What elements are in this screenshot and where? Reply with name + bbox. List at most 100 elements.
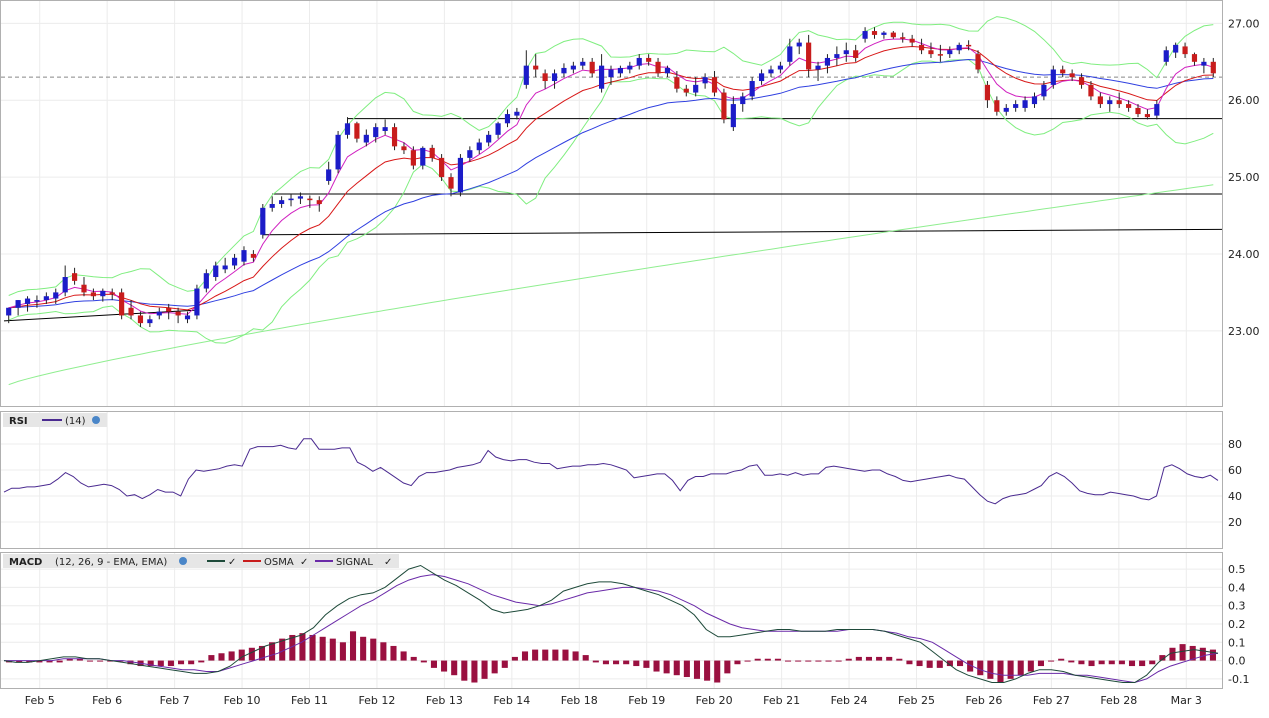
candle	[43, 292, 49, 304]
candle-body	[561, 67, 567, 74]
candle-body	[740, 96, 746, 105]
candle-body	[768, 69, 774, 74]
candle-body	[15, 300, 21, 308]
osma-bar	[825, 660, 832, 662]
osma-bar	[289, 634, 296, 661]
osma-bar	[906, 660, 913, 665]
osma-bar	[471, 660, 478, 683]
candle	[947, 46, 953, 58]
candle-body	[495, 123, 501, 135]
osma-bar	[420, 660, 427, 663]
osma-bar	[208, 655, 215, 661]
osma-bar	[805, 660, 812, 662]
osma-bar	[218, 653, 225, 661]
osma-bar	[967, 660, 974, 672]
osma-check-icon[interactable]: ✓	[300, 557, 308, 568]
osma-bar	[916, 660, 923, 667]
candle-body	[975, 54, 981, 70]
osma-bar	[785, 660, 792, 662]
candle-body	[834, 54, 840, 58]
price-candles	[6, 27, 1216, 327]
candle-body	[6, 307, 12, 316]
osma-bar	[198, 660, 205, 663]
osma-bar	[633, 660, 640, 667]
osma-bar	[390, 645, 397, 661]
macd-y-tick: 0.2	[1228, 618, 1246, 631]
osma-bar	[1037, 660, 1044, 667]
candle	[250, 250, 256, 262]
candle-body	[523, 65, 529, 85]
candle	[909, 34, 915, 47]
candle	[279, 196, 285, 208]
x-tick-label: Feb 21	[763, 694, 800, 707]
price-y-tick: 24.00	[1228, 248, 1260, 261]
candle	[34, 295, 40, 308]
candle	[580, 57, 586, 70]
candle	[589, 57, 595, 78]
candle-body	[119, 292, 125, 316]
rsi-settings-icon[interactable]	[92, 416, 100, 424]
candle	[382, 119, 388, 135]
osma-bar	[714, 660, 721, 683]
candle-body	[401, 146, 407, 151]
osma-bar	[592, 660, 599, 663]
candle	[184, 311, 191, 324]
osma-bar	[1179, 644, 1186, 661]
macd-settings-icon[interactable]	[179, 557, 187, 565]
candle	[806, 34, 812, 78]
candle-body	[222, 265, 228, 270]
candle-body	[1031, 96, 1038, 105]
price-y-tick: 25.00	[1228, 171, 1260, 184]
candle	[561, 63, 567, 78]
candle-body	[1163, 50, 1169, 62]
rsi-legend[interactable]: RSI (14)	[3, 413, 107, 427]
candle-body	[354, 123, 360, 139]
osma-bar	[1017, 660, 1024, 676]
candle	[1182, 42, 1188, 58]
candle	[147, 315, 153, 327]
candle-body	[288, 198, 294, 201]
candle	[81, 277, 87, 297]
candle-body	[1116, 100, 1122, 105]
osma-bar	[1159, 655, 1166, 661]
signal-check-icon[interactable]: ✓	[384, 557, 392, 568]
candle	[156, 307, 162, 320]
candle-body	[363, 134, 369, 143]
macd-check-icon[interactable]: ✓	[228, 557, 236, 568]
candle	[881, 31, 887, 39]
osma-bar	[774, 658, 781, 661]
macd-legend[interactable]: MACD (12, 26, 9 - EMA, EMA) ✓ OSMA ✓ SIG…	[3, 554, 399, 568]
candle	[599, 54, 605, 93]
candle-body	[853, 50, 859, 58]
candle	[316, 196, 322, 212]
candle	[175, 307, 181, 324]
osma-bar	[764, 658, 771, 661]
osma-bar	[1118, 660, 1125, 665]
osma-bar	[1088, 660, 1095, 667]
osma-bar	[76, 658, 83, 661]
osma-bar	[1098, 660, 1105, 665]
candle-body	[213, 265, 219, 278]
candle-body	[683, 88, 689, 93]
osma-bar	[855, 656, 862, 661]
candle-body	[655, 61, 661, 74]
candle-body	[994, 100, 1000, 112]
x-tick-label: Feb 20	[696, 694, 733, 707]
candle-body	[1144, 114, 1151, 118]
osma-bar	[521, 651, 529, 661]
candle-body	[551, 73, 558, 82]
osma-bar	[936, 660, 943, 668]
candle-body	[420, 147, 426, 166]
osma-bar	[107, 660, 114, 662]
candle	[664, 65, 671, 78]
candle-body	[467, 150, 473, 158]
candle	[956, 42, 962, 55]
macd-y-tick: 0.5	[1228, 563, 1246, 576]
osma-bar	[1007, 660, 1014, 679]
candle-body	[909, 38, 915, 43]
candle	[297, 192, 304, 204]
candle-body	[777, 65, 783, 70]
osma-bar	[795, 660, 802, 662]
candle-body	[147, 319, 153, 324]
macd-legend-label: MACD	[9, 557, 42, 568]
